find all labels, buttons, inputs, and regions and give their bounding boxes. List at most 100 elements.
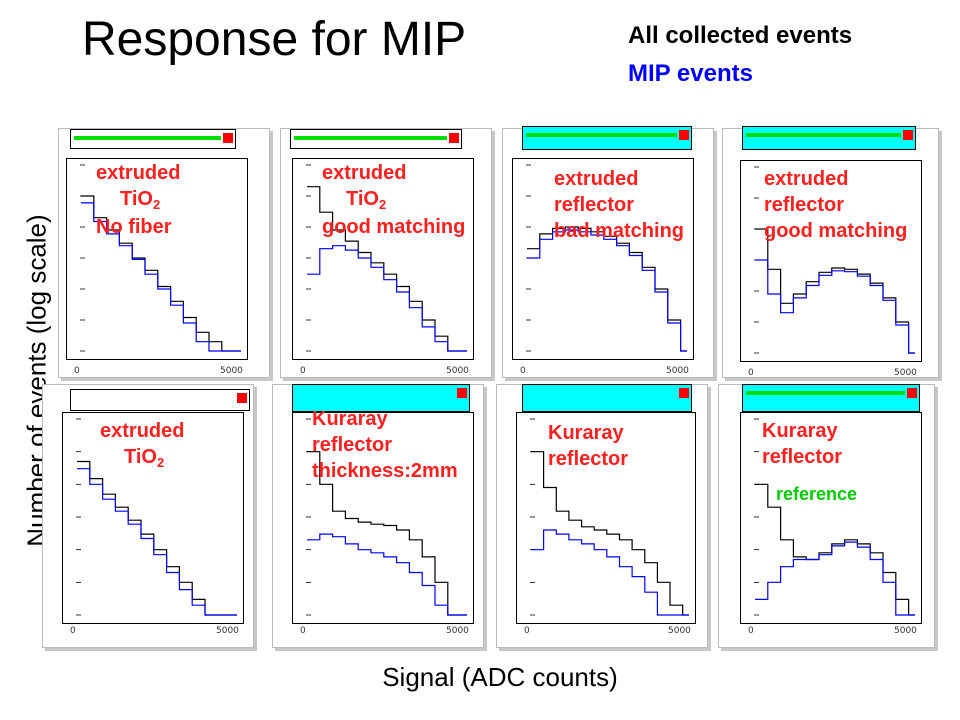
histogram-plot: [516, 412, 696, 624]
x-tick-label: 5000: [668, 626, 691, 636]
series-all-events: [527, 226, 687, 352]
histogram-svg: [530, 418, 689, 616]
reference-label: reference: [776, 484, 858, 504]
x-tick-label: 0: [74, 366, 80, 376]
x-tick-label: 5000: [666, 366, 689, 376]
histogram-plot: [66, 158, 248, 360]
series-mip-events: [77, 468, 237, 616]
series-all-events: [755, 483, 915, 616]
histogram-svg: [306, 418, 467, 616]
histogram-svg: [754, 166, 915, 354]
annotation-line: reflector: [548, 448, 629, 470]
x-tick-label: 0: [748, 626, 754, 636]
annotation-line: good matching: [764, 220, 908, 242]
slide-title: Response for MIP: [82, 13, 467, 66]
fiber-line: [74, 136, 221, 140]
fiber-line: [746, 391, 905, 395]
sipm-marker: [679, 388, 689, 398]
x-tick-label: 0: [300, 366, 306, 376]
tile-schematic: [70, 129, 236, 149]
x-tick-label: 0: [748, 368, 754, 378]
series-all-events: [307, 451, 467, 616]
panel-annotation: extruded TiO2 good matching: [322, 160, 465, 240]
legend-all-events: All collected events: [628, 22, 853, 49]
panel-annotation: extruded reflector good matching: [764, 166, 907, 244]
sipm-marker: [907, 388, 917, 398]
panel-annotation: Kuraray reflector: [548, 420, 628, 472]
x-tick-label: 0: [300, 626, 306, 636]
annotation-line: TiO2: [124, 446, 165, 470]
annotation-line: extruded: [554, 168, 639, 190]
panel-annotation: Kuraray reflector: [762, 418, 842, 470]
histogram-svg: [80, 164, 241, 352]
annotation-line: Kuraray: [762, 420, 838, 442]
x-axis-label: Signal (ADC counts): [382, 662, 618, 692]
series-mip-events: [81, 202, 241, 352]
series-all-events: [755, 228, 915, 354]
sipm-marker: [679, 130, 689, 140]
annotation-line: No fiber: [96, 215, 172, 238]
histogram-svg: [76, 418, 237, 616]
sipm-marker: [903, 130, 913, 140]
x-tick-label: 0: [520, 366, 526, 376]
annotation-line: reflector: [764, 194, 845, 216]
series-mip-events: [307, 245, 467, 352]
x-tick-label: 5000: [446, 366, 469, 376]
sipm-marker: [449, 133, 459, 143]
annotation-line: extruded: [96, 162, 181, 184]
tile-schematic: [70, 389, 250, 411]
annotation-line: reflector: [554, 194, 635, 216]
sipm-marker: [223, 133, 233, 143]
histogram-svg: [754, 418, 915, 616]
annotation-line: TiO2: [120, 188, 161, 212]
tile-schematic: [290, 129, 462, 149]
series-mip-events: [755, 541, 915, 616]
tile-schematic: [292, 384, 470, 412]
annotation-line: bad matching: [554, 220, 685, 242]
x-tick-label: 0: [70, 626, 76, 636]
x-tick-label: 0: [524, 626, 530, 636]
x-tick-label: 5000: [894, 368, 917, 378]
panel-annotation: extruded TiO2 No fiber: [96, 160, 180, 240]
histogram-svg: [306, 164, 467, 352]
histogram-plot: [62, 412, 244, 624]
series-mip-events: [531, 529, 689, 616]
panel-annotation: extruded TiO2: [100, 418, 184, 472]
series-mip-events: [527, 229, 687, 352]
annotation-line: thickness:2mm: [312, 460, 458, 482]
legend-mip-events: MIP events: [628, 60, 753, 87]
histogram-svg: [526, 164, 687, 352]
fiber-line: [294, 136, 447, 140]
histogram-plot: [292, 412, 474, 624]
fiber-line: [746, 133, 901, 137]
annotation-line: reflector: [312, 434, 393, 456]
x-tick-label: 5000: [894, 626, 917, 636]
histogram-plot: [740, 412, 922, 624]
series-mip-events: [307, 533, 467, 616]
tile-schematic: [522, 126, 692, 150]
annotation-line: Kuraray: [548, 422, 624, 444]
sipm-marker: [237, 393, 247, 403]
histogram-plot: [292, 158, 474, 360]
annotation-line: extruded: [100, 420, 185, 442]
panel-annotation: extruded reflector bad matching: [554, 166, 684, 244]
annotation-line: extruded: [764, 168, 849, 190]
x-tick-label: 5000: [220, 366, 243, 376]
series-all-events: [531, 451, 689, 616]
tile-schematic: [742, 126, 916, 150]
tile-schematic: [742, 384, 920, 412]
x-tick-label: 5000: [216, 626, 239, 636]
x-tick-label: 5000: [446, 626, 469, 636]
histogram-plot: [740, 160, 922, 362]
series-mip-events: [755, 259, 915, 354]
annotation-line: reflector: [762, 446, 843, 468]
annotation-line: TiO2: [346, 188, 387, 212]
tile-schematic: [522, 384, 692, 412]
sipm-marker: [457, 388, 467, 398]
annotation-line: extruded: [322, 162, 407, 184]
histogram-plot: [512, 158, 694, 360]
annotation-line: good matching: [322, 215, 466, 238]
annotation-line: Kuraray: [312, 408, 388, 430]
fiber-line: [526, 133, 677, 137]
panel-annotation: Kuraray reflector thickness:2mm: [312, 406, 458, 484]
